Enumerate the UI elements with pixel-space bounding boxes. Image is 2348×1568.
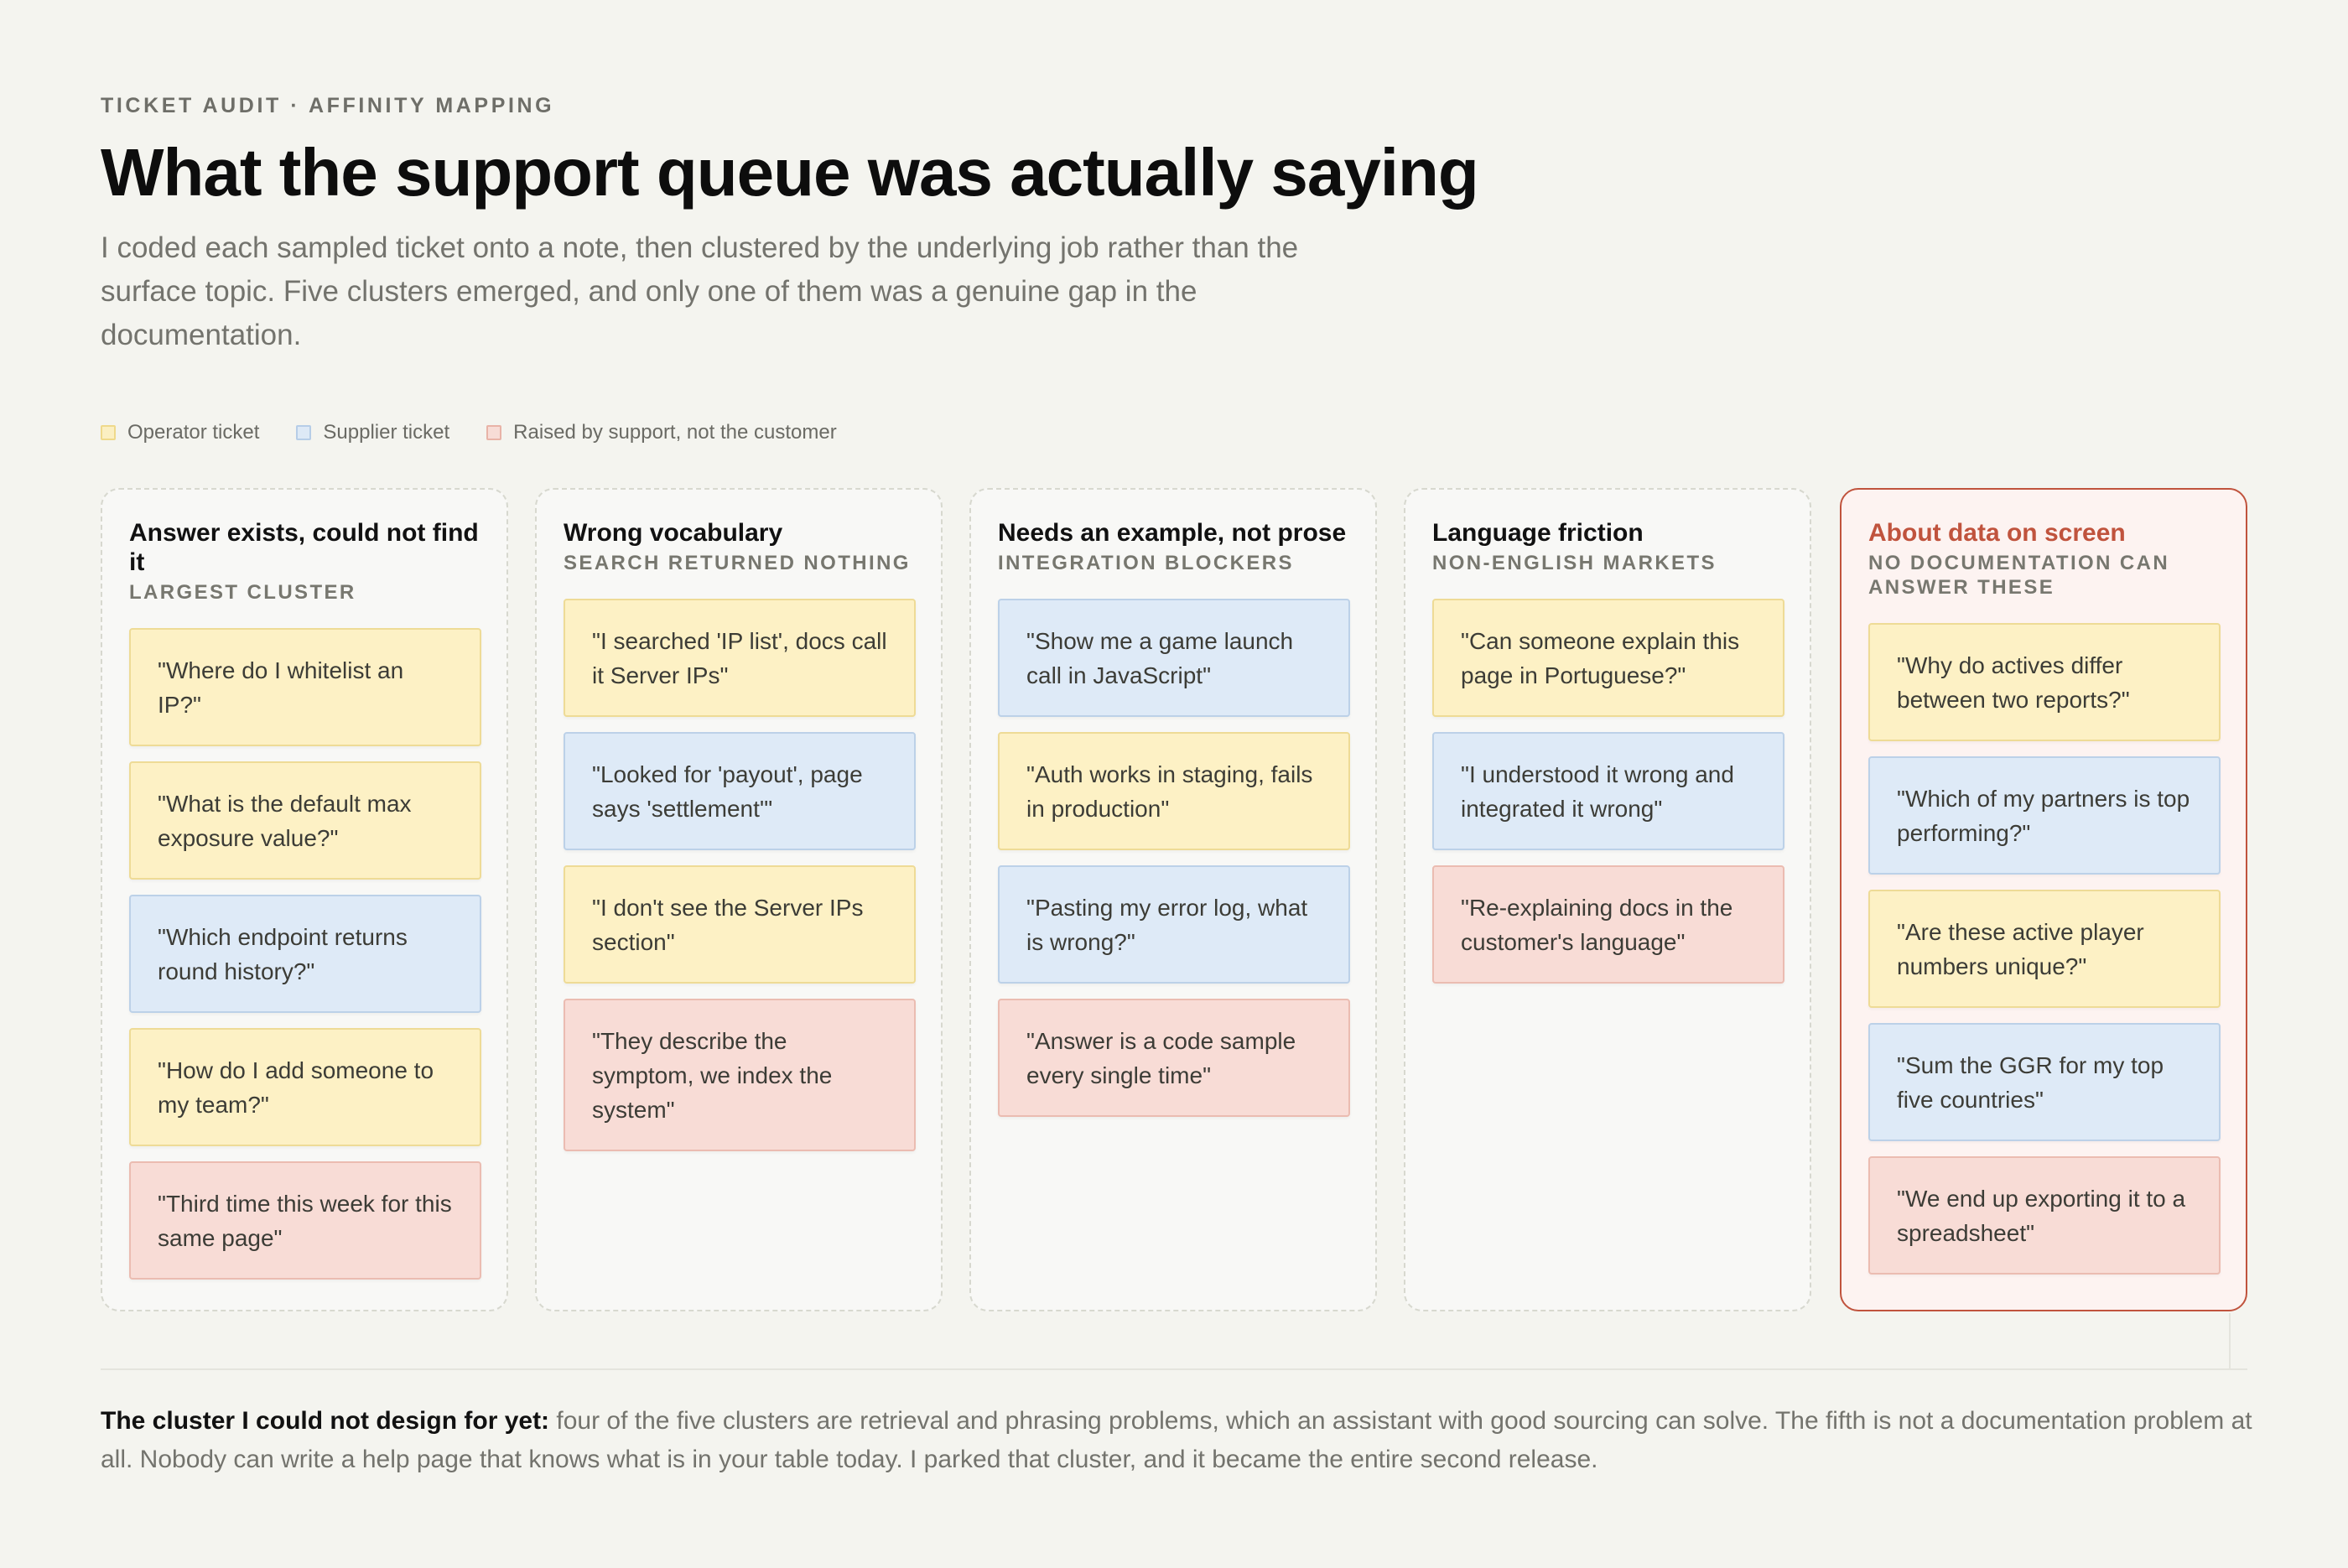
cluster-data-on-screen: About data on screen NO DOCUMENTATION CA… xyxy=(1840,488,2247,1311)
legend-supplier-label: Supplier ticket xyxy=(323,421,450,444)
cluster-subtitle: SEARCH RETURNED NOTHING xyxy=(564,552,911,574)
sticky-note: "I searched 'IP list', docs call it Serv… xyxy=(564,599,916,717)
note-list: "I searched 'IP list', docs call it Serv… xyxy=(564,599,916,1151)
legend-supplier: Supplier ticket xyxy=(296,421,449,444)
cluster-title: Needs an example, not prose xyxy=(998,519,1347,547)
cluster-subtitle: INTEGRATION BLOCKERS xyxy=(998,552,1294,574)
divider xyxy=(101,1368,2247,1370)
footer-note: The cluster I could not design for yet: … xyxy=(101,1402,2264,1479)
cluster-language-friction: Language friction NON-ENGLISH MARKETS "C… xyxy=(1404,488,1811,1311)
cluster-subtitle: NO DOCUMENTATION CAN ANSWER THESE xyxy=(1868,552,2170,599)
sticky-note: "Answer is a code sample every single ti… xyxy=(998,999,1350,1117)
operator-swatch xyxy=(101,425,116,440)
sticky-note: "Looked for 'payout', page says 'settlem… xyxy=(564,732,916,850)
note-list: "Why do actives differ between two repor… xyxy=(1868,623,2221,1275)
eyebrow: TICKET AUDIT · AFFINITY MAPPING xyxy=(101,94,555,117)
note-list: "Where do I whitelist an IP?" "What is t… xyxy=(129,628,481,1280)
sticky-note: "Auth works in staging, fails in product… xyxy=(998,732,1350,850)
cluster-answer-exists: Answer exists, could not find it LARGEST… xyxy=(101,488,508,1311)
cluster-subtitle: LARGEST CLUSTER xyxy=(129,581,356,604)
page-title: What the support queue was actually sayi… xyxy=(101,135,1479,210)
note-list: "Show me a game launch call in JavaScrip… xyxy=(998,599,1350,1117)
intro-paragraph: I coded each sampled ticket onto a note,… xyxy=(101,231,1299,351)
sticky-note: "What is the default max exposure value?… xyxy=(129,761,481,880)
support-swatch xyxy=(486,425,502,440)
cluster-board: Answer exists, could not find it LARGEST… xyxy=(101,488,2247,1311)
legend-support-label: Raised by support, not the customer xyxy=(513,421,837,444)
cluster-subtitle: NON-ENGLISH MARKETS xyxy=(1432,552,1717,574)
footer-body: four of the five clusters are retrieval … xyxy=(101,1407,2252,1473)
sticky-note: "Which of my partners is top performing?… xyxy=(1868,756,2221,875)
sticky-note: "Re-explaining docs in the customer's la… xyxy=(1432,865,1784,984)
cluster-title: Language friction xyxy=(1432,519,1644,547)
supplier-swatch xyxy=(296,425,312,440)
cluster-title: Answer exists, could not find it xyxy=(129,519,479,576)
sticky-note: "Which endpoint returns round history?" xyxy=(129,895,481,1013)
sticky-note: "I understood it wrong and integrated it… xyxy=(1432,732,1784,850)
connector-line xyxy=(2229,1313,2231,1368)
sticky-note: "Can someone explain this page in Portug… xyxy=(1432,599,1784,717)
cluster-wrong-vocabulary: Wrong vocabulary SEARCH RETURNED NOTHING… xyxy=(535,488,943,1311)
sticky-note: "They describe the symptom, we index the… xyxy=(564,999,916,1151)
sticky-note: "How do I add someone to my team?" xyxy=(129,1028,481,1146)
sticky-note: "Show me a game launch call in JavaScrip… xyxy=(998,599,1350,717)
note-list: "Can someone explain this page in Portug… xyxy=(1432,599,1784,984)
sticky-note: "Where do I whitelist an IP?" xyxy=(129,628,481,746)
sticky-note: "Pasting my error log, what is wrong?" xyxy=(998,865,1350,984)
cluster-needs-example: Needs an example, not prose INTEGRATION … xyxy=(969,488,1377,1311)
legend-operator: Operator ticket xyxy=(101,421,259,444)
sticky-note: "I don't see the Server IPs section" xyxy=(564,865,916,984)
cluster-title: Wrong vocabulary xyxy=(564,519,783,547)
footer-lead: The cluster I could not design for yet: xyxy=(101,1407,550,1435)
sticky-note: "We end up exporting it to a spreadsheet… xyxy=(1868,1156,2221,1275)
sticky-note: "Third time this week for this same page… xyxy=(129,1161,481,1280)
legend-operator-label: Operator ticket xyxy=(127,421,260,444)
legend-support: Raised by support, not the customer xyxy=(486,421,837,444)
cluster-title: About data on screen xyxy=(1868,519,2126,547)
sticky-note: "Why do actives differ between two repor… xyxy=(1868,623,2221,741)
legend: Operator ticket Supplier ticket Raised b… xyxy=(101,421,837,444)
sticky-note: "Are these active player numbers unique?… xyxy=(1868,890,2221,1008)
sticky-note: "Sum the GGR for my top five countries" xyxy=(1868,1023,2221,1141)
